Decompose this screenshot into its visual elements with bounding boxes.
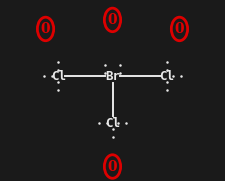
Text: Cl: Cl bbox=[51, 70, 66, 83]
Text: Cl: Cl bbox=[105, 117, 120, 130]
Text: 0: 0 bbox=[108, 13, 117, 27]
Text: Cl: Cl bbox=[159, 70, 174, 83]
Text: 0: 0 bbox=[41, 22, 50, 36]
Text: Br: Br bbox=[105, 70, 120, 83]
Text: 0: 0 bbox=[108, 159, 117, 174]
Text: 0: 0 bbox=[175, 22, 184, 36]
